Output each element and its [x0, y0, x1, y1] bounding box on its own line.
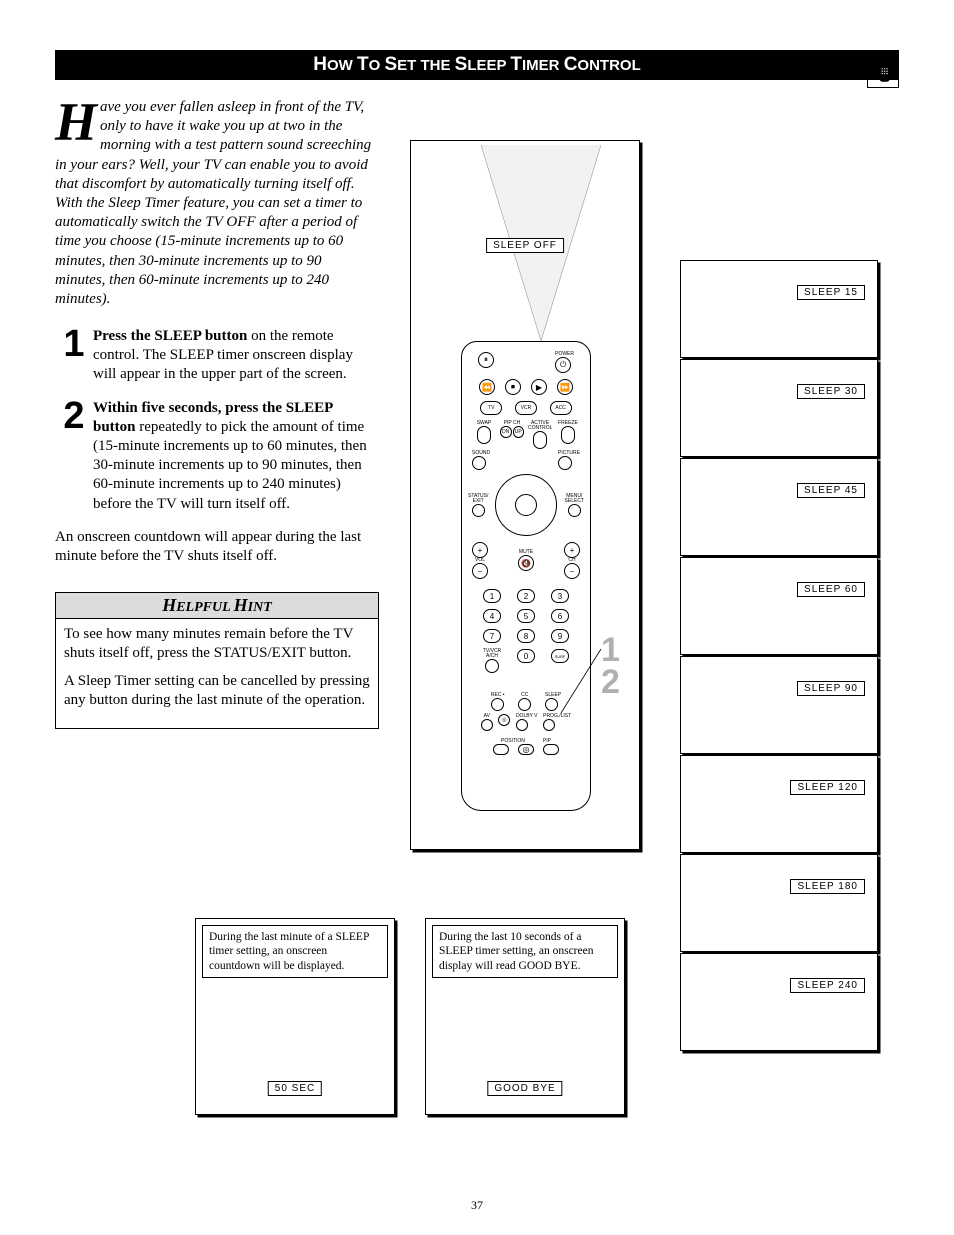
step-number: 1	[55, 327, 93, 385]
tv-mode-button[interactable]: TV	[480, 401, 502, 415]
left-column: Have you ever fallen asleep in front of …	[55, 98, 385, 729]
pip-button[interactable]	[543, 744, 559, 755]
step-1: 1 Press the SLEEP button on the remote c…	[55, 327, 373, 385]
ladder-cell: SLEEP 90	[680, 656, 878, 754]
after-steps-text: An onscreen countdown will appear during…	[55, 528, 373, 566]
countdown-label: 50 SEC	[268, 1081, 322, 1096]
vcr-mode-button[interactable]: VCR	[515, 401, 537, 415]
play-button[interactable]: ▶	[531, 379, 547, 395]
vol-down[interactable]: −	[472, 563, 488, 579]
acc-mode-button[interactable]: ACC	[550, 401, 572, 415]
tv-screen-block: SLEEP OFF ⏸ POWER⏻ ⏪ ⏹ ▶ ⏩ TV	[410, 140, 640, 850]
key-7[interactable]: 7	[483, 629, 501, 643]
ladder-cell: SLEEP 240	[680, 953, 878, 1051]
ladder-cell: SLEEP 120	[680, 755, 878, 853]
nav-ok[interactable]	[515, 494, 537, 516]
pause-button[interactable]: ⏸	[478, 352, 494, 368]
key-1[interactable]: 1	[483, 589, 501, 603]
hint-p1: To see how many minutes remain before th…	[64, 625, 370, 663]
goodbye-box: During the last 10 seconds of a SLEEP ti…	[425, 918, 625, 1115]
rec-button[interactable]	[491, 698, 504, 711]
sleep-button[interactable]	[545, 698, 558, 711]
goodbye-label: GOOD BYE	[487, 1081, 562, 1096]
dolby2-button[interactable]	[516, 719, 528, 731]
ladder-cell: SLEEP 45	[680, 458, 878, 556]
intro-paragraph: Have you ever fallen asleep in front of …	[55, 98, 373, 309]
goodbye-caption: During the last 10 seconds of a SLEEP ti…	[432, 925, 618, 978]
page-number: 37	[471, 1198, 483, 1213]
ladder-cell: SLEEP 180	[680, 854, 878, 952]
dolby-button[interactable]: ◎	[498, 714, 510, 726]
prog-button[interactable]	[543, 719, 555, 731]
status-exit-button[interactable]	[472, 504, 485, 517]
countdown-box: During the last minute of a SLEEP timer …	[195, 918, 395, 1115]
dropcap: H	[55, 98, 100, 142]
remote-icon	[867, 56, 899, 88]
stop-button[interactable]: ⏹	[505, 379, 521, 395]
pip-center-button[interactable]: ◎	[518, 744, 534, 755]
hint-p2: A Sleep Timer setting can be cancelled b…	[64, 672, 370, 710]
nav-ring[interactable]	[495, 474, 557, 536]
countdown-caption: During the last minute of a SLEEP timer …	[202, 925, 388, 978]
step-2: 2 Within five seconds, press the SLEEP b…	[55, 399, 373, 514]
picture-button[interactable]	[558, 456, 572, 470]
callout-line	[559, 641, 609, 721]
key-2[interactable]: 2	[517, 589, 535, 603]
power-button[interactable]: ⏻	[555, 357, 571, 373]
ladder-cell: SLEEP 30	[680, 359, 878, 457]
ffwd-button[interactable]: ⏩	[557, 379, 573, 395]
mute-button[interactable]: 🔇	[518, 555, 534, 571]
cc-button[interactable]	[518, 698, 531, 711]
active-control-button[interactable]	[533, 431, 547, 449]
helpful-hint-box: HELPFUL HINT To see how many minutes rem…	[55, 592, 379, 729]
sleep-ladder: SLEEP 15 SLEEP 30 SLEEP 45 SLEEP 60 SLEE…	[680, 260, 880, 1052]
av-button[interactable]	[481, 719, 493, 731]
position-button[interactable]	[493, 744, 509, 755]
freeze-button[interactable]	[561, 426, 575, 444]
tvvcr-button[interactable]	[485, 659, 499, 673]
rewind-button[interactable]: ⏪	[479, 379, 495, 395]
sound-button[interactable]	[472, 456, 486, 470]
tv-osd-label: SLEEP OFF	[486, 235, 564, 253]
key-6[interactable]: 6	[551, 609, 569, 623]
title-text: HOW TO SET THE SLEEP TIMER CONTROL	[313, 54, 641, 76]
swap-button[interactable]	[477, 426, 491, 444]
menu-select-button[interactable]	[568, 504, 581, 517]
pipch-dn[interactable]: DN	[500, 426, 512, 438]
remote-control: ⏸ POWER⏻ ⏪ ⏹ ▶ ⏩ TV VCR ACC	[461, 341, 591, 811]
key-4[interactable]: 4	[483, 609, 501, 623]
hint-title: HELPFUL HINT	[56, 593, 378, 619]
ch-up[interactable]: +	[564, 542, 580, 558]
page-title: HOW TO SET THE SLEEP TIMER CONTROL	[55, 50, 899, 80]
ch-down[interactable]: −	[564, 563, 580, 579]
key-8[interactable]: 8	[517, 629, 535, 643]
key-3[interactable]: 3	[551, 589, 569, 603]
ladder-cell: SLEEP 60	[680, 557, 878, 655]
key-5[interactable]: 5	[517, 609, 535, 623]
step-number: 2	[55, 399, 93, 514]
vol-up[interactable]: +	[472, 542, 488, 558]
pipch-up[interactable]: UP	[513, 426, 525, 438]
key-0[interactable]: 0	[517, 649, 535, 663]
ladder-cell: SLEEP 15	[680, 260, 878, 358]
